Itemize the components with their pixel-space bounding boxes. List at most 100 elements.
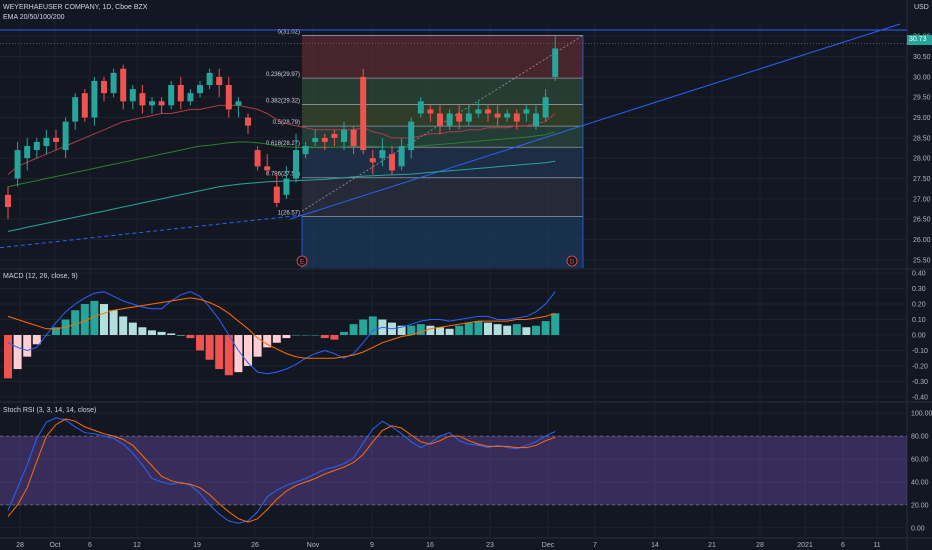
fib-level-label: 1(26.57): [278, 210, 300, 216]
stoch-d-line: [7, 418, 556, 523]
last-price-tag: 30.73: [907, 35, 932, 45]
fib-level-label: 0.382(29.32): [266, 99, 300, 105]
macd-histogram-bar: [445, 328, 454, 335]
candle-body: [53, 137, 59, 142]
macd-histogram-bar: [474, 321, 483, 335]
candle-body: [312, 137, 319, 142]
fibonacci-retracement[interactable]: 0(31.02) 0.236(29.97) 0.382(29.32) 0.5(28.7…: [266, 29, 584, 268]
stoch-legend[interactable]: Stoch RSI (3, 3, 14, 14, close): [3, 407, 97, 414]
candle-body: [5, 194, 11, 208]
fib-marker: [296, 255, 308, 267]
macd-histogram-bar: [13, 335, 22, 370]
fib-zone: [302, 78, 583, 105]
candle-body: [197, 85, 203, 94]
candle-body: [437, 113, 443, 126]
ema-slow-line: [7, 160, 556, 232]
fib-zone: [302, 216, 583, 268]
macd-histogram-bar: [407, 325, 416, 335]
candle-body: [475, 109, 482, 114]
candles: [5, 36, 559, 220]
macd-histogram-bar: [503, 325, 512, 335]
macd-histogram-bar: [484, 322, 492, 335]
macd-histogram-bar: [416, 324, 425, 335]
macd-histogram-bar: [292, 335, 300, 336]
fib-level-label: 0.618(28.27): [266, 141, 300, 147]
macd-histogram-bar: [464, 322, 473, 335]
ema-fast-line: [7, 104, 556, 175]
time-tick-label: 12: [133, 542, 141, 549]
macd-histogram-bar: [119, 316, 128, 335]
candle-body: [273, 186, 280, 203]
candle-body: [129, 89, 136, 102]
ema-legend[interactable]: EMA 20/50/100/200: [3, 14, 65, 21]
macd-histogram-bar: [244, 335, 252, 366]
candle-body: [120, 68, 127, 102]
macd-histogram-bar: [128, 322, 137, 335]
price-tick-label: 25.50: [913, 257, 931, 264]
macd-histogram-bar: [52, 327, 60, 335]
macd-histogram-bar: [301, 335, 310, 336]
macd-histogram-bar: [426, 325, 435, 335]
time-tick-label: 6: [841, 542, 845, 549]
macd-histogram-bar: [80, 304, 89, 335]
time-tick-label: 23: [486, 542, 494, 549]
macd-histogram-bar: [196, 335, 204, 351]
candle-body: [417, 101, 424, 114]
macd-histogram-bar: [436, 327, 444, 335]
macd-histogram-bar: [224, 335, 233, 376]
macd-legend[interactable]: MACD (12, 26, close, 9): [3, 273, 78, 280]
candle-body: [206, 72, 213, 86]
fib-zone: [302, 177, 583, 217]
candle-body: [408, 121, 415, 151]
candle-body: [149, 101, 155, 106]
candle-body: [389, 154, 395, 171]
macd-histogram-bar: [368, 316, 377, 335]
price-tick-label: 27.00: [913, 196, 931, 203]
candle-body: [187, 93, 194, 102]
macd-tick-label: -0.10: [912, 348, 928, 355]
stoch-tick-label: 20.00: [911, 502, 929, 509]
macd-histogram-bar: [263, 335, 272, 348]
candle-body: [494, 113, 501, 118]
macd-histogram-bar: [522, 327, 531, 335]
stoch-band: [0, 436, 907, 505]
macd-histogram-bar: [157, 331, 166, 335]
macd-tick-label: -0.30: [912, 379, 928, 386]
macd-histogram-bar: [512, 324, 521, 335]
time-tick-label: 2021: [797, 542, 813, 549]
fib-marker-label: D: [570, 260, 575, 266]
candle-body: [360, 76, 367, 151]
candle-body: [446, 113, 453, 126]
macd-histogram-bar: [215, 335, 224, 370]
candle-body: [398, 146, 405, 167]
macd-tick-label: -0.20: [912, 363, 928, 370]
macd-histogram-bar: [90, 300, 99, 335]
candle-body: [542, 97, 549, 118]
candle-body: [513, 113, 520, 122]
macd-tick-label: 0.10: [912, 317, 926, 324]
macd-histogram-bar: [282, 335, 291, 339]
candle-body: [14, 150, 21, 179]
candle-body: [283, 178, 290, 195]
stoch-tick-label: 0.00: [911, 525, 925, 532]
macd-histogram-bar: [532, 325, 540, 335]
fib-marker: [566, 255, 578, 267]
macd-histogram-bar: [359, 319, 368, 335]
macd-histogram-bar: [4, 335, 12, 379]
time-tick-label: 14: [651, 542, 659, 549]
candle-body: [456, 113, 463, 122]
time-tick-label: 21: [708, 542, 716, 549]
macd-tick-label: -0.40: [912, 394, 928, 401]
trendlines[interactable]: [0, 23, 907, 249]
macd-histogram-bar: [493, 324, 502, 335]
candle-body: [168, 85, 175, 106]
candle-body: [101, 80, 107, 94]
fib-level-label: 0.5(28.79): [273, 120, 300, 126]
candle-body: [533, 113, 539, 126]
price-tick-label: 26.00: [913, 237, 931, 244]
currency-label: USD: [914, 4, 929, 11]
candle-body: [293, 150, 299, 179]
candle-body: [33, 141, 40, 151]
